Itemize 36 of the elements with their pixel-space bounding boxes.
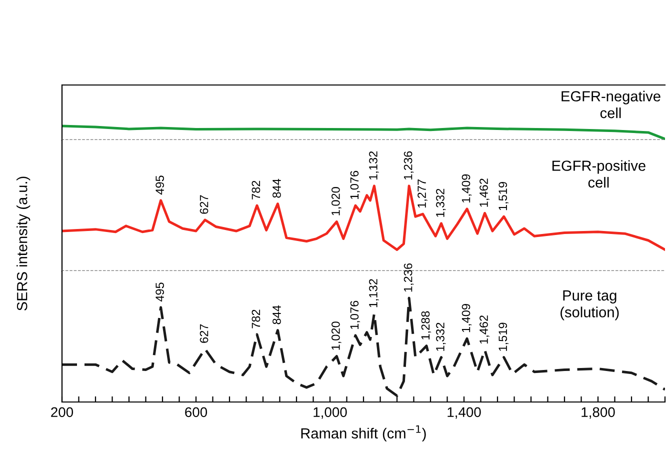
annotation: 844 bbox=[272, 305, 281, 324]
annotation: 1,332 bbox=[436, 322, 446, 351]
x-axis-title: Raman shift (cm$^{−1}$) bbox=[301, 425, 426, 442]
annotation: 782 bbox=[252, 310, 260, 328]
annotation: Pure tag (solution) bbox=[560, 290, 619, 320]
x-tick-label: 1,800 bbox=[582, 407, 615, 419]
annotation: 1,409 bbox=[462, 304, 472, 332]
annotation: 627 bbox=[200, 324, 208, 343]
x-tick-label: 1,000 bbox=[314, 407, 347, 419]
annotation: 1,409 bbox=[462, 174, 472, 202]
annotation: 1,020 bbox=[332, 322, 342, 350]
annotation: 1,462 bbox=[480, 178, 490, 207]
annotation: EGFR-positive cell bbox=[552, 160, 646, 188]
annotation: 1,288 bbox=[421, 311, 432, 340]
annotation: 1,132 bbox=[369, 151, 379, 180]
annotation: 1,236 bbox=[404, 263, 414, 292]
x-tick-label: 600 bbox=[185, 407, 208, 418]
annotation: 1,236 bbox=[404, 151, 414, 180]
annotation: 1,076 bbox=[350, 170, 360, 200]
x-tick-label: 1,400 bbox=[448, 407, 481, 419]
x-tick-label: 200 bbox=[51, 407, 74, 418]
annotation: 1,519 bbox=[498, 182, 508, 210]
annotation: 1,462 bbox=[480, 316, 490, 344]
annotation: 782 bbox=[252, 180, 260, 200]
annotation: 1,132 bbox=[369, 279, 379, 308]
annotation: 1,519 bbox=[498, 322, 508, 351]
annotation: 495 bbox=[156, 282, 164, 302]
annotation: 1,020 bbox=[332, 187, 342, 216]
annotation: 844 bbox=[272, 178, 281, 198]
annotation: 1,332 bbox=[436, 188, 446, 217]
text: EGFR-negative cell bbox=[562, 90, 660, 118]
y-axis-title: SERS intensity (a.u.) bbox=[16, 176, 30, 311]
annotation: 1,277 bbox=[418, 180, 428, 208]
annotation: 495 bbox=[156, 176, 164, 195]
annotation: 627 bbox=[200, 195, 208, 214]
annotation: 1,076 bbox=[350, 300, 360, 330]
